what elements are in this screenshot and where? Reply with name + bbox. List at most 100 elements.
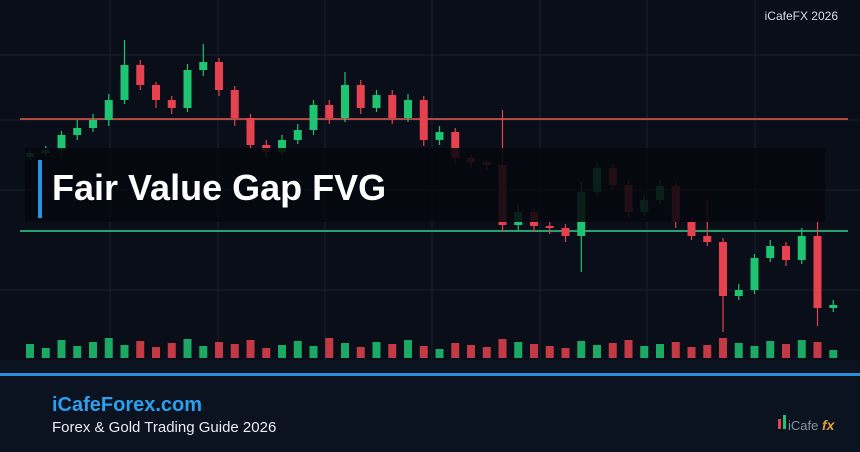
volume-bar [262, 348, 271, 358]
candle-body [388, 95, 397, 118]
candle-body [687, 222, 696, 236]
logo-text: iCafe [788, 418, 818, 433]
candle-body [230, 90, 239, 118]
footer-site: iCafeForex.com [52, 394, 202, 416]
candle-body [734, 290, 743, 296]
volume-bar [246, 340, 255, 358]
candle-body [782, 246, 790, 260]
candle-body [199, 62, 208, 70]
logo: iCafe fx [778, 415, 836, 433]
candle-body [246, 118, 255, 145]
volume-bar [577, 341, 586, 358]
candle-body [829, 305, 838, 308]
candle-body [104, 100, 113, 120]
volume-bar [640, 346, 649, 358]
volume-bar [687, 347, 696, 358]
candle-body [766, 246, 775, 258]
volume-bar [608, 343, 617, 358]
chart-title: Fair Value Gap FVG [52, 167, 386, 208]
volume-bar [199, 346, 208, 358]
volume-bar [624, 340, 633, 358]
candle-body [73, 128, 82, 135]
volume-bar [356, 347, 365, 358]
candle-body [750, 258, 759, 290]
candle-body [136, 65, 145, 85]
candle-body [152, 85, 160, 100]
volume-bar [215, 342, 223, 358]
candle-body [561, 228, 570, 236]
title-box [25, 148, 825, 222]
watermark: iCafeFX 2026 [765, 9, 839, 23]
footer-tagline: Forex & Gold Trading Guide 2026 [52, 419, 276, 436]
volume-bar [41, 348, 50, 358]
volume-bar [482, 347, 491, 358]
volume-bar [230, 344, 239, 358]
volume-bar [451, 343, 460, 358]
volume-bar [136, 341, 145, 358]
volume-bar [734, 343, 743, 358]
volume-bar [813, 342, 822, 358]
candle-body [293, 130, 302, 140]
volume-bar [167, 343, 176, 358]
volume-bar [89, 342, 97, 358]
volume-bar [104, 338, 113, 358]
volume-bar [797, 340, 806, 358]
volume-bar [120, 345, 129, 358]
volume-bar [498, 339, 507, 358]
candle-body [813, 236, 822, 308]
volume-bar [293, 341, 302, 358]
candle-body [545, 226, 554, 228]
volume-bar [325, 338, 334, 358]
volume-bar [467, 345, 475, 358]
volume-bar [73, 346, 82, 358]
candle-body [435, 132, 444, 140]
candle-body [215, 62, 223, 90]
volume-bar [545, 346, 554, 358]
volume-bar [404, 340, 412, 358]
candle-body [309, 105, 318, 130]
volume-bar [530, 344, 538, 358]
volume-bar [561, 348, 570, 358]
volume-bar [372, 342, 381, 358]
volume-bar [719, 338, 727, 358]
volume-bar [829, 350, 838, 358]
candle-body [183, 70, 192, 108]
volume-bar [388, 344, 397, 358]
candle-body [419, 100, 428, 140]
candle-body [167, 100, 176, 108]
title-accent [38, 160, 42, 218]
candle-body [404, 100, 412, 118]
volume-bar [703, 345, 712, 358]
candle-body [451, 132, 460, 158]
logo-accent: fx [822, 417, 836, 433]
candle-body [703, 236, 712, 242]
volume-bar [435, 349, 444, 358]
candle-body [120, 65, 129, 100]
volume-bar [341, 343, 349, 358]
volume-bar [152, 347, 160, 358]
candle-body [372, 95, 381, 108]
candle-body [341, 85, 349, 118]
candle-body [325, 105, 334, 118]
candle-body [57, 135, 66, 150]
volume-bar [782, 344, 790, 358]
candle-body [278, 140, 286, 152]
candle-body [89, 120, 97, 128]
divider [0, 373, 860, 376]
candle-body [719, 242, 727, 296]
volume-bar [57, 340, 66, 358]
volume-bar [514, 342, 523, 358]
volume-bar [183, 339, 192, 358]
volume-bar [671, 342, 680, 358]
volume-bar [750, 346, 759, 358]
candle-body [356, 85, 365, 108]
volume-bar [656, 344, 664, 358]
candle-body [797, 236, 806, 260]
volume-bar [26, 344, 34, 358]
volume-bar [309, 346, 318, 358]
volume-bar [419, 346, 428, 358]
volume-bar [593, 345, 601, 358]
volume-bar [278, 345, 286, 358]
volume-bar [766, 341, 775, 358]
